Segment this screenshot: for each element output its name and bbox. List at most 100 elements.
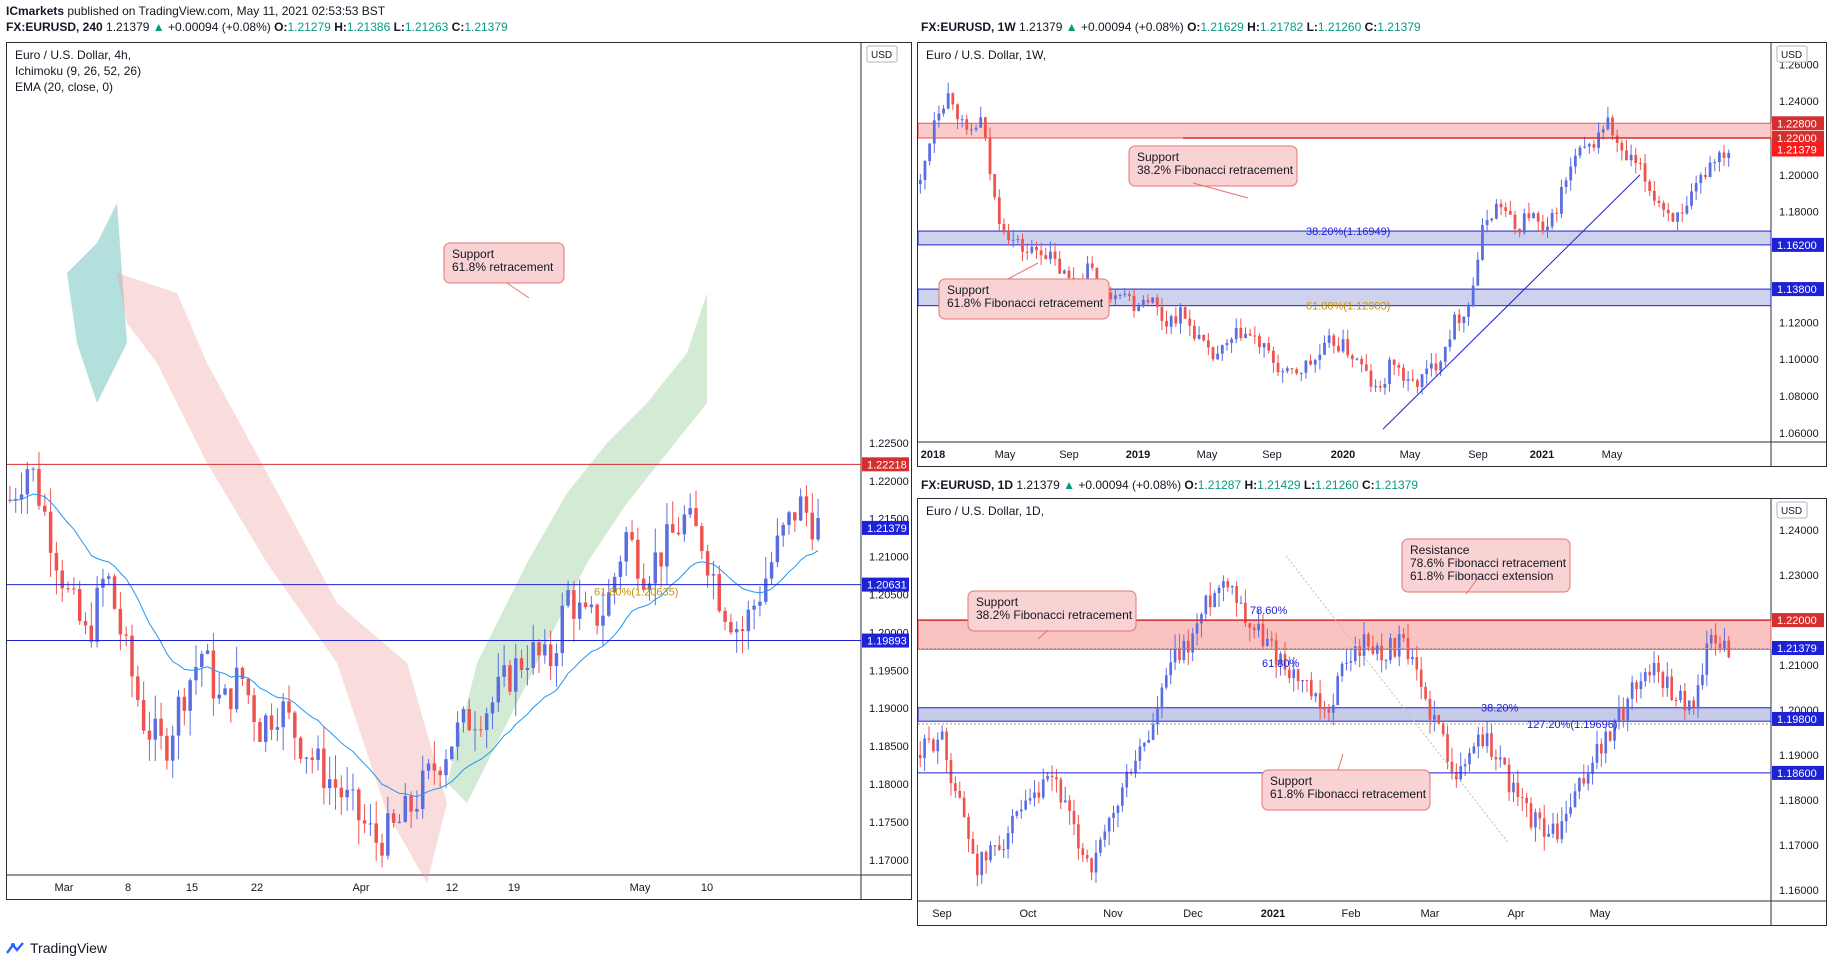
trend-line — [1382, 174, 1641, 430]
candle-body — [1258, 335, 1261, 348]
candle-body — [1183, 307, 1187, 319]
candle-body — [1011, 239, 1015, 241]
y-tick-label: 1.23000 — [1779, 570, 1819, 582]
d1-chart[interactable]: 1.240001.230001.210001.200001.190001.180… — [918, 499, 1826, 925]
candle-body — [1419, 669, 1423, 687]
price-tag — [1772, 142, 1824, 157]
candle-body — [1151, 297, 1155, 303]
support-zone — [918, 707, 1772, 722]
candle-body — [357, 789, 361, 821]
candle-body — [1441, 723, 1445, 735]
candle-body — [1586, 773, 1590, 784]
tradingview-logo[interactable]: TradingView — [6, 940, 107, 956]
candle-body — [923, 738, 926, 759]
candle-body — [1137, 306, 1141, 312]
candle-body — [1371, 646, 1375, 654]
candle-body — [182, 696, 187, 711]
candle-body — [1195, 623, 1199, 634]
candle-body — [1643, 163, 1647, 182]
h4-symbol[interactable]: FX:EURUSD, 240 — [6, 20, 103, 34]
candle-body — [1608, 731, 1612, 741]
d1-header: FX:EURUSD, 1D 1.21379 ▲ +0.00094 (+0.08%… — [921, 478, 1419, 492]
candle-body — [932, 120, 936, 144]
candle-body — [1058, 258, 1062, 274]
candle-body — [1455, 772, 1458, 780]
candle-body — [1123, 293, 1127, 295]
candle-body — [793, 512, 797, 521]
candle-body — [240, 667, 245, 679]
candle-body — [1578, 147, 1582, 156]
candle-body — [1222, 581, 1225, 588]
candle-body — [1705, 643, 1709, 675]
candle-body — [1285, 368, 1289, 372]
candle-body — [455, 722, 460, 747]
candle-body — [970, 129, 973, 131]
candle-body — [1262, 343, 1266, 348]
candle-body — [176, 696, 181, 736]
h4-chart[interactable]: 1.225001.220001.215001.210001.205001.200… — [7, 43, 911, 899]
candle-body — [1611, 117, 1614, 136]
up-arrow-icon: ▲ — [152, 20, 165, 34]
candle-body — [1007, 232, 1010, 241]
price-tag — [1772, 237, 1824, 252]
publisher-line: ICmarkets published on TradingView.com, … — [6, 4, 385, 18]
x-tick-label: 10 — [701, 882, 713, 894]
w1-chart-panel[interactable]: 1.260001.240001.200001.180001.140001.120… — [917, 42, 1827, 467]
candle-body — [1248, 333, 1252, 336]
candle-body — [1556, 823, 1559, 840]
candle-body — [951, 93, 955, 105]
x-tick-label: Sep — [932, 908, 952, 920]
callout-pointer — [1037, 629, 1049, 640]
candle-body — [1397, 364, 1401, 368]
candle-body — [1569, 166, 1573, 181]
candle-body — [1525, 797, 1528, 804]
candle-body — [1481, 734, 1485, 747]
candle-body — [700, 526, 704, 552]
d1-low: 1.21260 — [1315, 478, 1359, 492]
candle-body — [1202, 334, 1206, 341]
y-tick-label: 1.20000 — [1779, 170, 1819, 182]
candle-body — [1193, 325, 1196, 339]
h4-chart-panel[interactable]: 1.22500 1.22000 1.21500 1.21000 1.20500 1.200… — [6, 42, 912, 900]
candle-body — [484, 713, 489, 730]
candle-body — [1155, 297, 1159, 307]
candle-body — [304, 757, 309, 759]
candle-body — [1019, 809, 1023, 812]
candle-body — [1680, 212, 1684, 214]
candle-body — [200, 653, 204, 668]
candle-body — [601, 615, 605, 626]
price-tag-label: 1.19800 — [1777, 714, 1817, 726]
candle-body — [1244, 602, 1247, 624]
d1-chart-panel[interactable]: 1.24000 1.23000 1.21000 1.20000 1.19000 1.180… — [917, 498, 1827, 926]
x-tick-label: May — [995, 449, 1016, 461]
candle-body — [1583, 146, 1587, 148]
candle-body — [1103, 831, 1107, 840]
candle-body — [1141, 299, 1145, 307]
candle-body — [1397, 634, 1401, 657]
candle-body — [1388, 359, 1391, 385]
candle-body — [1472, 746, 1476, 753]
candle-body — [130, 635, 134, 677]
candle-body — [1443, 346, 1447, 362]
w1-symbol[interactable]: FX:EURUSD, 1W — [921, 20, 1016, 34]
price-tag-label: 1.21379 — [867, 523, 907, 535]
h4-change: +0.00094 (+0.08%) — [168, 20, 271, 34]
candle-body — [1690, 191, 1693, 206]
candle-body — [1332, 335, 1336, 346]
candle-body — [415, 808, 419, 812]
candle-body — [1527, 213, 1531, 219]
candle-body — [1534, 812, 1537, 828]
candle-body — [1661, 672, 1665, 689]
candle-body — [1336, 676, 1340, 706]
publisher-brand[interactable]: ICmarkets — [6, 4, 65, 18]
candle-body — [1156, 708, 1159, 725]
candle-body — [1191, 633, 1194, 653]
w1-chart[interactable]: 1.260001.240001.200001.180001.140001.120… — [918, 43, 1826, 466]
candle-body — [258, 721, 262, 742]
candle-body — [1652, 662, 1656, 676]
candle-body — [13, 498, 18, 501]
price-tag-label: 1.22800 — [1777, 118, 1817, 130]
candle-body — [1550, 212, 1554, 227]
candle-body — [1279, 653, 1282, 665]
d1-symbol[interactable]: FX:EURUSD, 1D — [921, 478, 1014, 492]
